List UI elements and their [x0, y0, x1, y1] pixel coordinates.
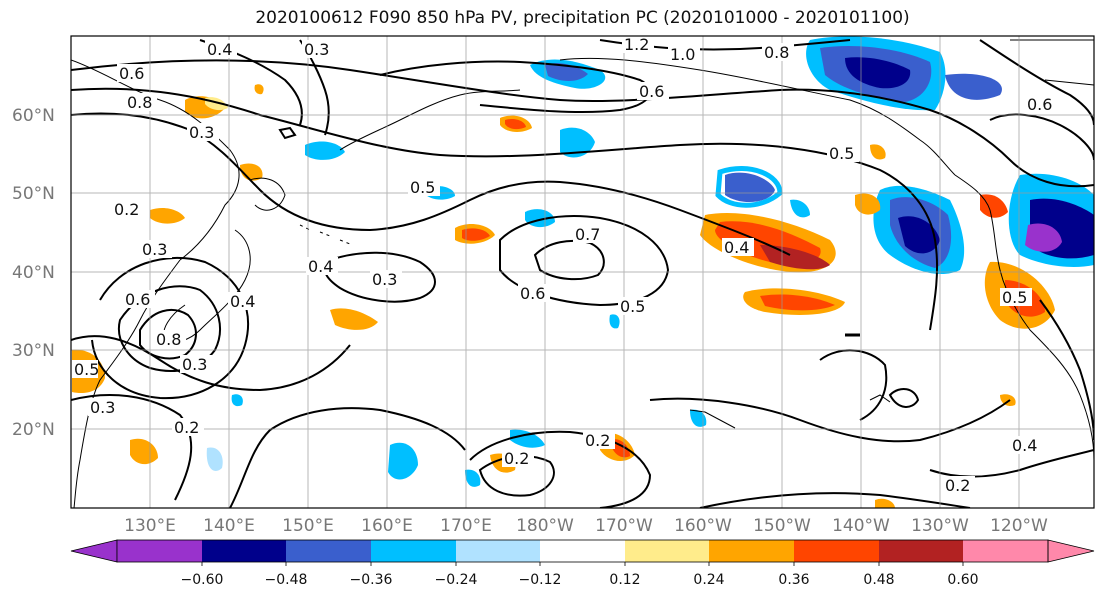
- lon-label: 150°W: [753, 516, 811, 536]
- lat-label: 60°N: [12, 106, 55, 126]
- latitude-labels: 60°N 50°N 40°N 30°N 20°N: [12, 106, 55, 440]
- contour-label: 0.2: [174, 418, 199, 437]
- colorbar-tick: 0.48: [863, 572, 894, 588]
- contour-label: 0.8: [764, 43, 789, 62]
- colorbar-tick: −0.36: [350, 572, 393, 588]
- colorbar-segment: [456, 540, 540, 562]
- contour-label: 0.6: [125, 290, 150, 309]
- contour-label: 0.2: [504, 449, 529, 468]
- lat-label: 40°N: [12, 263, 55, 283]
- lat-label: 50°N: [12, 184, 55, 204]
- colorbar-segment: [794, 540, 879, 562]
- contour-labels: 1.2 1.0 0.8 0.6 0.6 0.5 0.4 0.3 0.3 0.6 …: [72, 35, 1057, 495]
- lon-label: 140°W: [832, 516, 890, 536]
- contour-label: 0.3: [182, 355, 207, 374]
- contour-label: 0.2: [114, 200, 139, 219]
- contour-label: 0.5: [74, 360, 99, 379]
- colorbar-segment: [879, 540, 963, 562]
- colorbar-segment: [625, 540, 709, 562]
- lon-label: 120°W: [990, 516, 1048, 536]
- colorbar-segment: [202, 540, 286, 562]
- contour-label: 0.8: [127, 93, 152, 112]
- colorbar-tick: −0.48: [265, 572, 308, 588]
- precip-shading: [72, 36, 1094, 508]
- colorbar-tick: 0.24: [693, 572, 724, 588]
- lon-label: 140°E: [203, 516, 255, 536]
- contour-label: 0.5: [1002, 288, 1027, 307]
- lon-label: 170°E: [440, 516, 492, 536]
- contour-label: 0.4: [207, 40, 232, 59]
- colorbar-tick: −0.12: [519, 572, 562, 588]
- lat-label: 30°N: [12, 341, 55, 361]
- contour-label: 0.4: [230, 292, 255, 311]
- contour-label: 0.3: [304, 40, 329, 59]
- contour-label: 0.6: [520, 284, 545, 303]
- contour-label: 0.3: [90, 398, 115, 417]
- colorbar-tick: 0.36: [778, 572, 809, 588]
- contour-label: 0.3: [189, 123, 214, 142]
- contour-label: 0.6: [119, 64, 144, 83]
- colorbar-segment: [371, 540, 456, 562]
- graticule: [71, 36, 1094, 508]
- contour-label: 0.5: [620, 297, 645, 316]
- map-title: 2020100612 F090 850 hPa PV, precipitatio…: [255, 8, 910, 28]
- map-frame: [70, 35, 1095, 509]
- lat-label: 20°N: [12, 420, 55, 440]
- lon-label: 180°W: [516, 516, 574, 536]
- colorbar-segment: [70, 539, 118, 563]
- colorbar-tick: −0.60: [181, 572, 224, 588]
- colorbar-segment: [540, 540, 625, 562]
- lon-label: 130°W: [911, 516, 969, 536]
- contour-label: 0.2: [945, 476, 970, 495]
- contour-label: 0.4: [308, 257, 333, 276]
- contour-label: 0.4: [1012, 436, 1037, 455]
- contour-label: 0.3: [142, 240, 167, 259]
- contour-label: 0.3: [372, 270, 397, 289]
- colorbar-tick: 0.12: [609, 572, 640, 588]
- lon-label: 160°W: [674, 516, 732, 536]
- contour-label: 0.5: [829, 144, 854, 163]
- colorbar-tick: 0.60: [947, 572, 978, 588]
- colorbar-segment: [963, 540, 1048, 562]
- contour-label: 0.4: [724, 238, 749, 257]
- contour-label: 0.2: [585, 431, 610, 450]
- contour-label: 0.8: [156, 330, 181, 349]
- colorbar-segment: [117, 540, 202, 562]
- colorbar-segment: [286, 540, 371, 562]
- contour-label: 0.6: [1027, 95, 1052, 114]
- contour-label: 0.7: [575, 225, 600, 244]
- contour-label: 0.6: [639, 82, 664, 101]
- contour-label: 0.5: [410, 178, 435, 197]
- contour-label: 1.2: [624, 35, 649, 54]
- lon-label: 150°E: [282, 516, 334, 536]
- colorbar-tick: −0.24: [435, 572, 478, 588]
- lon-label: 160°E: [361, 516, 413, 536]
- lon-label: 130°E: [124, 516, 176, 536]
- lon-label: 170°W: [595, 516, 653, 536]
- colorbar-segment: [1047, 539, 1095, 563]
- longitude-labels: 130°E 140°E 150°E 160°E 170°E 180°W 170°…: [124, 516, 1048, 536]
- contour-label: 1.0: [670, 45, 695, 64]
- colorbar: −0.60 −0.48 −0.36 −0.24 −0.12 0.12 0.24 …: [70, 539, 1095, 588]
- colorbar-segment: [709, 540, 794, 562]
